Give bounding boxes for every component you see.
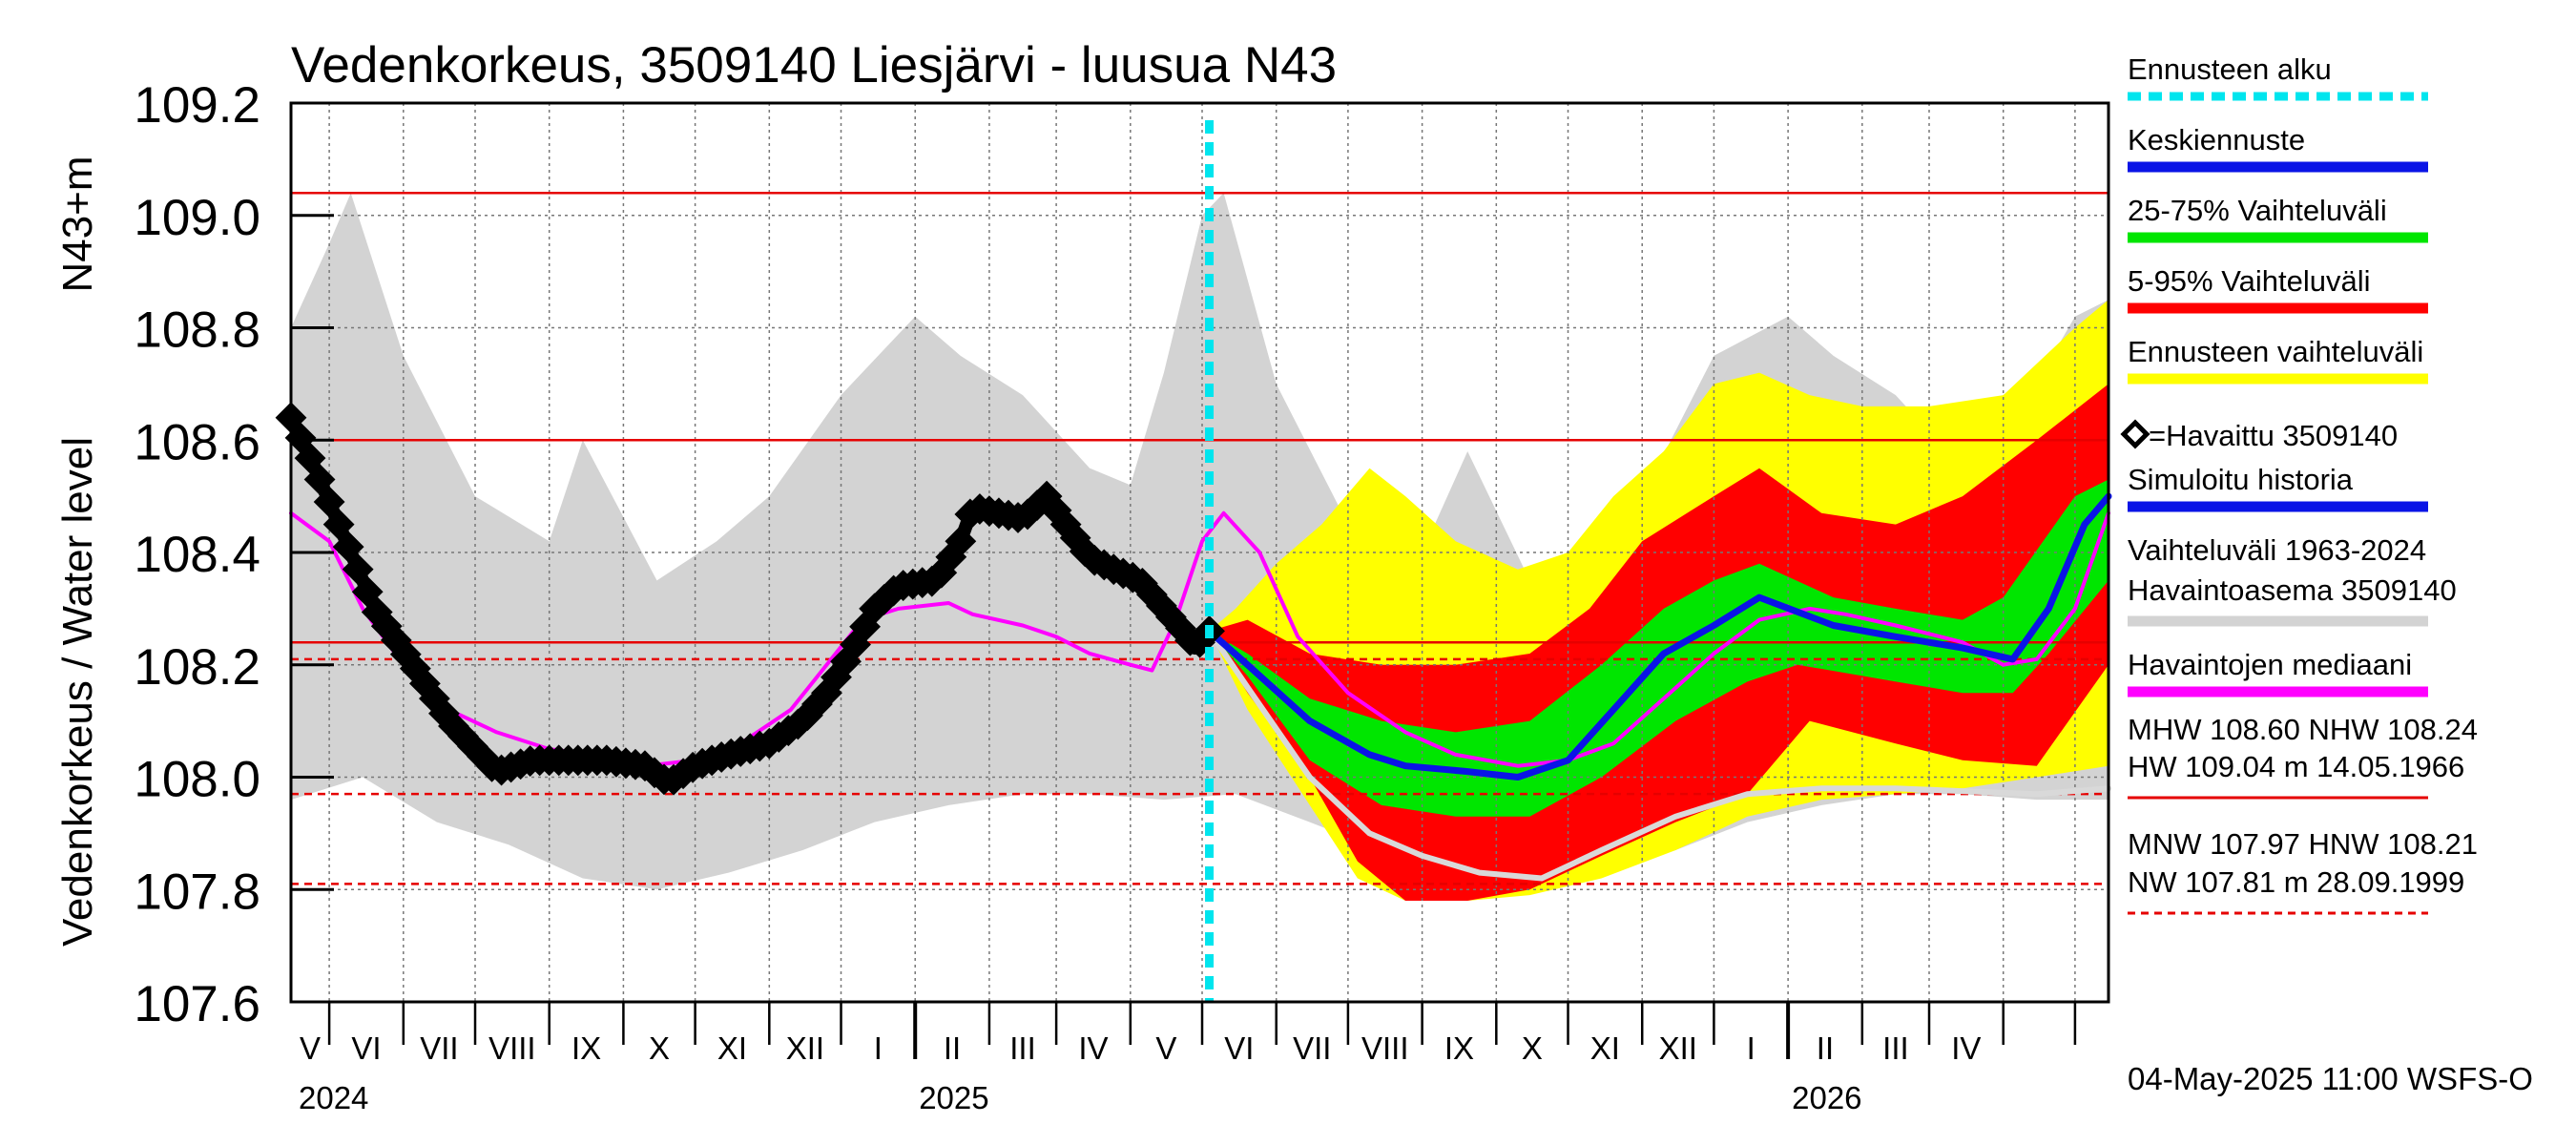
legend-label: 5-95% Vaihteluväli [2128, 264, 2370, 298]
axes-layer: 107.6 107.8 108.0 108.2 108.4 108.6 108.8 109.0… [134, 77, 2110, 1115]
observed-point [313, 486, 345, 518]
month-label: XII [1659, 1030, 1697, 1066]
legend-label: Ennusteen vaihteluväli [2128, 335, 2423, 368]
y-tick-label: 107.8 [134, 864, 260, 920]
legend-item: Ennusteen alku [2128, 52, 2428, 101]
legend-item: Keskiennuste [2128, 123, 2428, 173]
y-tick-label: 109.0 [134, 190, 260, 246]
observed-point [945, 525, 977, 557]
observed-markers [275, 402, 1225, 796]
month-label: V [1155, 1030, 1176, 1066]
month-label: IX [571, 1030, 601, 1066]
band-25-75 [1209, 479, 2109, 817]
legend-item: Ennusteen vaihteluväli [2128, 335, 2428, 385]
month-label: I [1747, 1030, 1755, 1066]
y-tick-label: 108.2 [134, 639, 260, 696]
observed-point [294, 442, 326, 474]
month-label: II [1817, 1030, 1834, 1066]
observed-point [303, 464, 336, 495]
observed-point [332, 531, 364, 563]
legend-label: 25-75% Vaihteluväli [2128, 194, 2387, 227]
grid-layer [291, 102, 2109, 1003]
y-tick-label: 108.8 [134, 302, 260, 359]
legend-item: 5-95% Vaihteluväli [2128, 264, 2428, 314]
legend-item: Havaintojen mediaani [2128, 648, 2428, 697]
month-label: I [874, 1030, 883, 1066]
stats-text: MNW 107.97 HNW 108.21 [2128, 827, 2478, 861]
observed-point [322, 509, 355, 540]
month-label: II [944, 1030, 961, 1066]
legend-item: =Havaittu 3509140 [2120, 419, 2398, 452]
legend-item: Vaihteluväli 1963-2024 Havaintoasema 350… [2128, 533, 2457, 627]
legend: Ennusteen alku Keskiennuste 25-75% Vaihtel… [2120, 52, 2457, 697]
y-tick-label: 109.2 [134, 77, 260, 134]
month-label: V [300, 1030, 321, 1066]
statistics-panel: MHW 108.60 NHW 108.24 HW 109.04 m 14.05.1… [2128, 713, 2478, 915]
year-label: 2026 [1792, 1080, 1861, 1115]
legend-item: 25-75% Vaihteluväli [2128, 194, 2428, 243]
month-label: XI [1590, 1030, 1620, 1066]
month-label: VII [1293, 1030, 1331, 1066]
month-label: VI [351, 1030, 381, 1066]
legend-label: Simuloitu historia [2128, 463, 2354, 496]
stats-text: MHW 108.60 NHW 108.24 [2128, 713, 2478, 746]
month-label: III [1882, 1030, 1909, 1066]
legend-item: Simuloitu historia [2128, 463, 2428, 512]
stats-text: NW 107.81 m 28.09.1999 [2128, 865, 2464, 899]
y-axis-unit: N43+m [54, 156, 101, 292]
month-label: IV [1951, 1030, 1981, 1066]
legend-label: Vaihteluväli 1963-2024 [2128, 533, 2426, 567]
month-label: IV [1078, 1030, 1108, 1066]
legend-label: Ennusteen alku [2128, 52, 2332, 86]
chart-title: Vedenkorkeus, 3509140 Liesjärvi - luusua… [291, 37, 1337, 94]
year-label: 2024 [299, 1080, 368, 1115]
month-label: VII [420, 1030, 458, 1066]
year-label: 2025 [919, 1080, 988, 1115]
month-label: VIII [1361, 1030, 1409, 1066]
series-layer [275, 120, 2112, 1002]
month-label: XI [717, 1030, 747, 1066]
legend-label: Havaintoasema 3509140 [2128, 573, 2457, 607]
legend-label: =Havaittu 3509140 [2149, 419, 2398, 452]
month-label: VI [1224, 1030, 1254, 1066]
legend-label: Havaintojen mediaani [2128, 648, 2412, 681]
y-tick-label: 108.0 [134, 752, 260, 808]
footer-timestamp: 04-May-2025 11:00 WSFS-O [2128, 1061, 2533, 1096]
month-label: X [649, 1030, 670, 1066]
legend-marker-diamond [2120, 419, 2150, 449]
month-label: III [1009, 1030, 1036, 1066]
stats-text: HW 109.04 m 14.05.1966 [2128, 750, 2464, 783]
y-tick-label: 108.6 [134, 414, 260, 470]
month-label: XII [786, 1030, 824, 1066]
month-label: IX [1444, 1030, 1474, 1066]
simulated-lowest-line [1206, 628, 2111, 882]
y-tick-label: 107.6 [134, 976, 260, 1032]
legend-label: Keskiennuste [2128, 123, 2305, 156]
mean-forecast-line [1206, 492, 2112, 781]
y-tick-label: 108.4 [134, 527, 260, 583]
month-label: X [1522, 1030, 1543, 1066]
y-axis-label: Vedenkorkeus / Water level [54, 437, 101, 947]
month-label: VIII [488, 1030, 536, 1066]
observed-point [342, 553, 374, 586]
